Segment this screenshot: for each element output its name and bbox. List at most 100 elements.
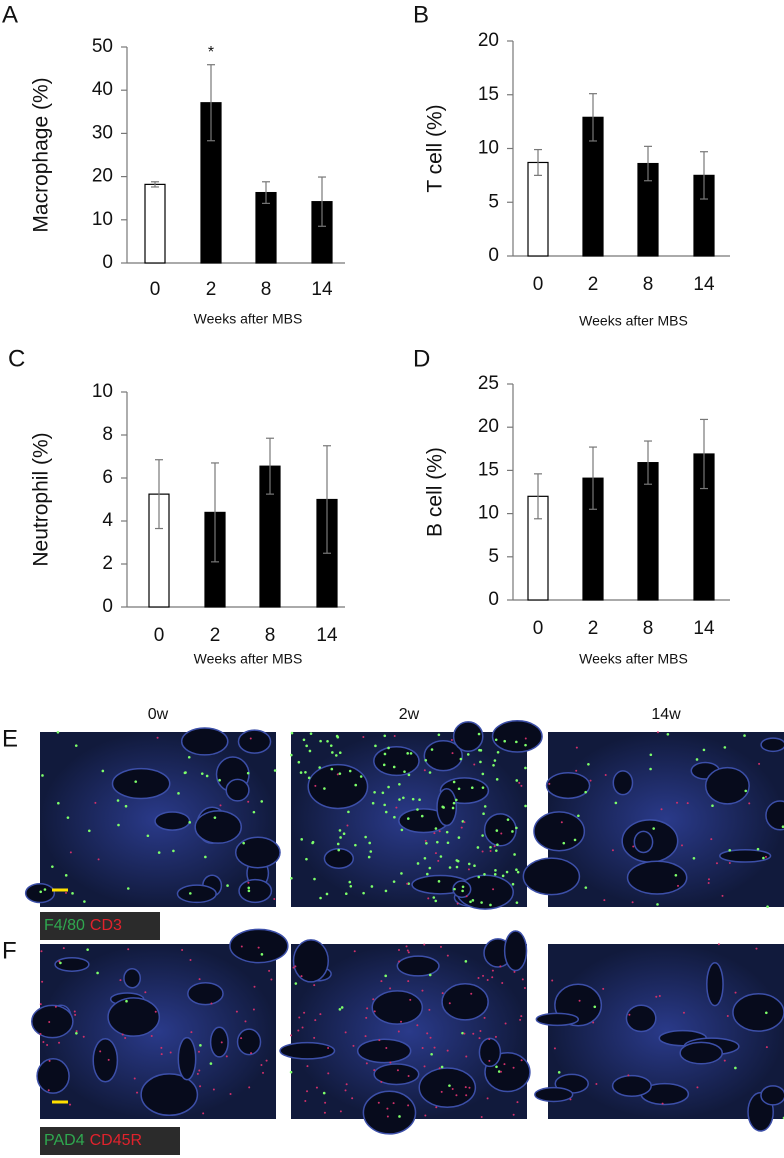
speckle — [247, 886, 251, 890]
x-axis-label: Weeks after MBS — [194, 651, 303, 667]
speckle — [395, 806, 398, 809]
speckle — [493, 873, 497, 876]
speckle — [557, 1071, 561, 1074]
y-tick-label: 15 — [478, 84, 499, 105]
speckle — [362, 735, 365, 738]
speckle — [218, 778, 221, 782]
speckle — [765, 1046, 768, 1049]
speckle — [94, 801, 97, 804]
speckle — [501, 982, 504, 985]
speckle — [198, 978, 201, 981]
airway — [24, 883, 56, 904]
speckle — [294, 965, 297, 968]
speckle — [43, 888, 47, 891]
x-tick-label: 2 — [206, 279, 217, 300]
speckle — [97, 858, 100, 861]
speckle — [342, 832, 346, 835]
speckle — [299, 771, 303, 774]
airway — [483, 813, 517, 847]
speckle — [411, 797, 415, 801]
y-tick-label: 20 — [478, 30, 499, 51]
speckle — [723, 746, 727, 749]
speckle — [344, 1089, 347, 1092]
speckle — [511, 882, 515, 886]
speckle — [457, 787, 461, 791]
airway — [176, 884, 217, 904]
speckle — [512, 1113, 515, 1116]
speckle — [335, 734, 339, 738]
speckle — [524, 804, 527, 808]
speckle — [365, 1016, 368, 1019]
speckle — [421, 989, 424, 992]
speckle — [519, 1018, 522, 1021]
speckle — [452, 780, 456, 784]
speckle — [562, 841, 566, 845]
speckle — [242, 841, 245, 845]
speckle — [335, 754, 338, 757]
speckle — [632, 845, 635, 848]
speckle — [326, 739, 329, 743]
speckle — [364, 835, 367, 839]
speckle — [82, 1035, 85, 1038]
speckle — [578, 999, 581, 1002]
speckle — [628, 1013, 631, 1016]
airway — [612, 770, 634, 796]
speckle — [465, 1055, 468, 1058]
airway — [732, 993, 784, 1032]
speckle — [177, 792, 180, 795]
micrograph — [31, 928, 289, 1119]
speckle — [353, 950, 356, 953]
airway — [229, 928, 289, 964]
speckle — [157, 851, 161, 854]
speckle — [428, 973, 432, 977]
speckle — [423, 769, 426, 772]
error-bar — [644, 440, 652, 485]
speckle — [290, 876, 293, 880]
speckle — [593, 1005, 597, 1009]
speckle — [318, 766, 321, 769]
speckle — [393, 815, 396, 819]
speckle — [340, 1006, 344, 1009]
speckle — [497, 1070, 501, 1073]
speckle — [467, 868, 470, 871]
error-bar — [644, 145, 652, 182]
speckle — [304, 770, 307, 774]
speckle — [766, 905, 769, 908]
speckle — [319, 896, 322, 900]
speckle — [483, 805, 487, 808]
speckle — [304, 1100, 307, 1103]
speckle — [481, 834, 484, 837]
speckle — [433, 1046, 436, 1049]
x-tick-label: 14 — [693, 274, 715, 295]
speckle — [268, 969, 271, 972]
speckle — [524, 743, 527, 747]
speckle — [380, 1080, 383, 1083]
y-tick-label: 8 — [102, 424, 113, 445]
speckle — [265, 1059, 268, 1062]
speckle — [188, 821, 192, 824]
speckle — [199, 1085, 202, 1088]
speckle — [398, 960, 401, 963]
speckle — [420, 814, 424, 818]
speckle — [302, 738, 306, 742]
speckle — [587, 762, 590, 766]
speckle — [441, 992, 444, 995]
airway — [765, 800, 784, 831]
speckle — [338, 829, 342, 832]
x-tick-label: 2 — [588, 618, 599, 639]
speckle — [101, 769, 105, 773]
speckle — [39, 890, 43, 894]
speckle — [584, 886, 588, 889]
speckle — [432, 896, 436, 899]
speckle — [323, 1111, 326, 1114]
speckle — [513, 853, 516, 856]
speckle — [127, 948, 130, 951]
airway — [633, 830, 654, 854]
speckle — [461, 1031, 464, 1035]
speckle — [71, 892, 74, 895]
speckle — [373, 1069, 376, 1072]
speckle — [441, 805, 445, 809]
airway — [225, 778, 250, 802]
y-tick-label: 0 — [488, 589, 499, 610]
airway — [611, 1074, 652, 1097]
